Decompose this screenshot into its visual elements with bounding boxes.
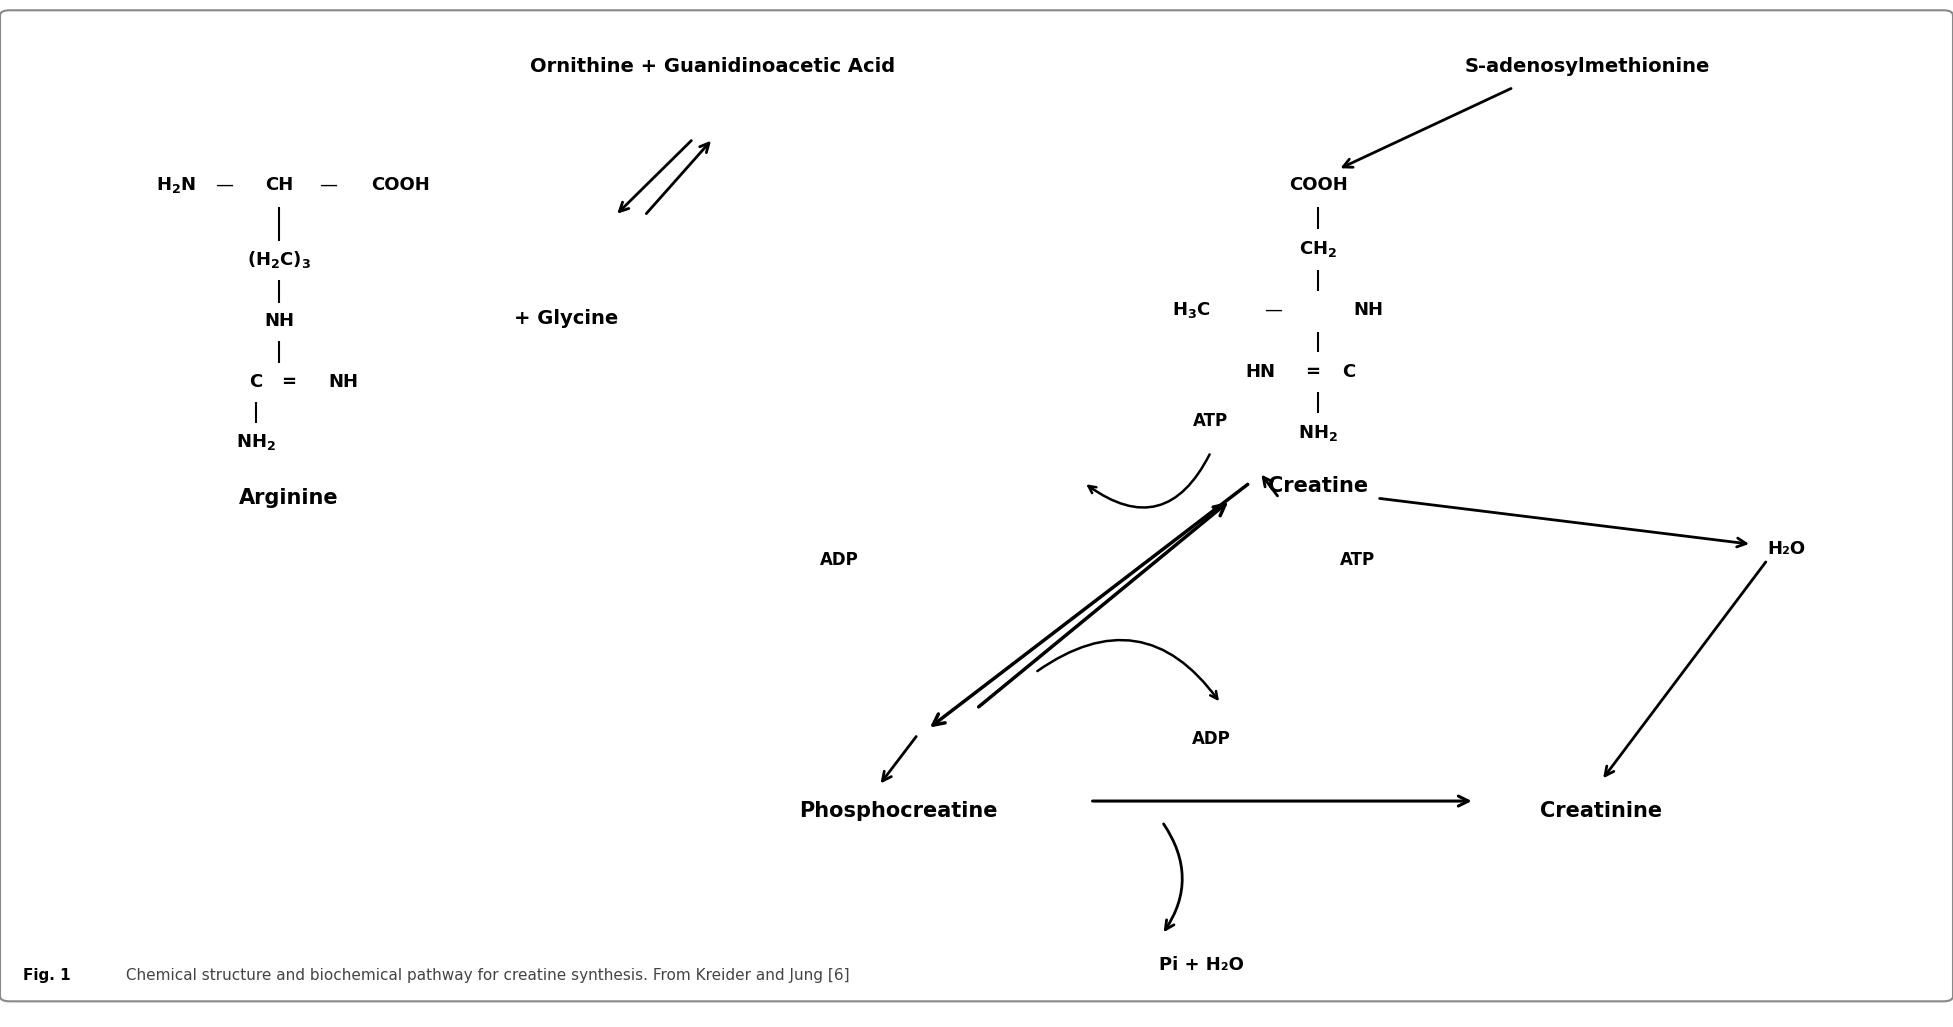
Text: S-adenosylmethionine: S-adenosylmethionine <box>1465 58 1711 76</box>
Text: NH: NH <box>1353 301 1383 319</box>
Text: Creatinine: Creatinine <box>1541 801 1662 822</box>
Text: —: — <box>1264 301 1283 319</box>
Text: Ornithine + Guanidinoacetic Acid: Ornithine + Guanidinoacetic Acid <box>531 58 894 76</box>
Text: —: — <box>318 176 338 194</box>
Text: ADP: ADP <box>1191 730 1230 749</box>
Text: —: — <box>215 176 234 194</box>
Text: Phosphocreatine: Phosphocreatine <box>799 801 998 822</box>
Text: ADP: ADP <box>820 550 859 569</box>
FancyBboxPatch shape <box>0 10 1953 1001</box>
Text: C: C <box>1342 363 1355 381</box>
Text: $\mathbf{CH_2}$: $\mathbf{CH_2}$ <box>1299 238 1338 259</box>
Text: $\mathbf{NH_2}$: $\mathbf{NH_2}$ <box>236 431 275 452</box>
Text: C: C <box>250 373 262 391</box>
Text: ATP: ATP <box>1340 550 1375 569</box>
Text: Creatine: Creatine <box>1267 476 1369 496</box>
Text: $\mathbf{H_3C}$: $\mathbf{H_3C}$ <box>1172 300 1211 320</box>
Text: NH: NH <box>328 373 357 391</box>
Text: ATP: ATP <box>1193 412 1228 430</box>
Text: HN: HN <box>1246 363 1275 381</box>
Text: $\mathbf{(H_2C)_3}$: $\mathbf{(H_2C)_3}$ <box>248 250 311 270</box>
Text: + Glycine: + Glycine <box>514 309 619 328</box>
Text: CH: CH <box>266 176 293 194</box>
Text: =: = <box>281 373 297 391</box>
Text: Fig. 1: Fig. 1 <box>23 968 70 983</box>
Text: Pi + H₂O: Pi + H₂O <box>1158 956 1244 975</box>
Text: COOH: COOH <box>371 176 430 194</box>
Text: =: = <box>1305 363 1320 381</box>
Text: NH: NH <box>264 312 295 331</box>
Text: COOH: COOH <box>1289 176 1348 194</box>
Text: $\mathbf{NH_2}$: $\mathbf{NH_2}$ <box>1299 423 1338 444</box>
Text: Chemical structure and biochemical pathway for creatine synthesis. From Kreider : Chemical structure and biochemical pathw… <box>121 968 850 983</box>
Text: H₂O: H₂O <box>1767 540 1807 559</box>
Text: Arginine: Arginine <box>238 488 340 508</box>
Text: $\mathbf{H_2N}$: $\mathbf{H_2N}$ <box>156 175 195 195</box>
